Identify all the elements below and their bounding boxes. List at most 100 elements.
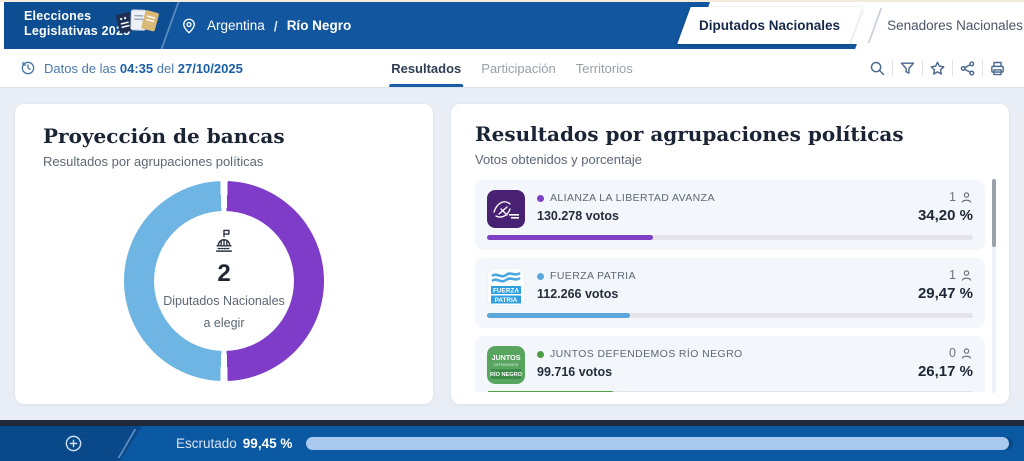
scrutiny-footer: Escrutado 99,45 % [0,426,1024,461]
party-logo-lla [487,190,525,228]
results-card-subtitle: Votos obtenidos y porcentaje [475,152,642,167]
party-seats-count: 0 [949,346,956,360]
person-icon [961,191,972,203]
party-results-list: ALIANZA LA LIBERTAD AVANZA 130.278 votos… [475,180,985,392]
seat-projection-card: Proyección de bancas Resultados por agru… [14,103,434,405]
filter-icon[interactable] [899,60,916,77]
tab-territorios-label: Territorios [575,60,633,76]
location-pin-icon [183,18,195,33]
logo-line2: Legislativas 2025 [24,24,131,39]
svg-text:JUNTOS: JUNTOS [491,353,520,362]
party-bar-fill [487,235,654,240]
party-bar-track [487,391,973,392]
toolbar-separator [922,60,923,76]
tab-diputados-label: Diputados Nacionales [699,18,841,33]
capitol-icon [215,229,233,252]
party-row-juntos-defendemos-rio-negro[interactable]: JUNTOS DEFENDEMOS RÍO NEGRO JUNTOS DEFENDE… [475,336,985,392]
sub-header: Datos de las 04:35 del 27/10/2025 Result… [0,49,1024,88]
toolbar [863,49,1012,87]
seat-card-title: Proyección de bancas [43,124,285,148]
main-content: Proyección de bancas Resultados por agru… [0,88,1024,420]
party-name: JUNTOS DEFENDEMOS RÍO NEGRO [550,348,743,360]
party-votes: 130.278 votos [537,209,619,223]
party-seats-count: 1 [949,268,956,282]
breadcrumb-country[interactable]: Argentina [207,18,265,33]
expand-circle-icon[interactable] [64,434,83,453]
party-row-alianza-la-libertad-avanza[interactable]: ALIANZA LA LIBERTAD AVANZA 130.278 votos… [475,180,985,250]
person-icon [961,269,972,281]
breadcrumb-separator: / [273,17,278,34]
footer-dark-strip [0,420,1024,426]
seats-label: Diputados Nacionales a elegir [163,290,285,335]
tab-diputados-nacionales[interactable]: Diputados Nacionales [677,7,863,44]
update-connector: del [156,60,175,76]
party-votes: 99.716 votos [537,365,613,379]
seat-card-subtitle: Resultados por agrupaciones políticas [43,154,264,169]
seats-total: 2 [217,259,231,287]
print-icon[interactable] [989,60,1006,77]
results-card-title: Resultados por agrupaciones políticas [475,122,904,146]
share-icon[interactable] [959,60,976,77]
party-row-fuerza-patria[interactable]: FUERZA PATRIA FUERZA PATRIA 112.266 votos… [475,258,985,328]
update-prefix: Datos de las [44,60,117,76]
party-name: ALIANZA LA LIBERTAD AVANZA [550,192,715,204]
tab-active-underline [389,84,464,87]
tab-senadores-nacionales[interactable]: Senadores Nacionales [887,18,1023,33]
update-date: 27/10/2025 [177,60,243,76]
seats-donut-chart[interactable]: 2 Diputados Nacionales a elegir [124,181,324,381]
tab-participacion[interactable]: Participación [481,49,555,87]
tab-territorios[interactable]: Territorios [576,49,633,87]
person-icon [961,347,972,359]
party-name: FUERZA PATRIA [550,270,636,282]
party-logo-fuerza-patria: FUERZA PATRIA [487,268,525,306]
party-bar-fill [487,391,615,392]
escrutado-percent: 99,45 % [242,436,293,451]
party-percent: 34,20 % [917,207,973,224]
party-seats: 0 [918,346,973,360]
party-color-dot [537,350,544,358]
tab-diputados-underline [683,44,857,49]
seats-label-line1: Diputados Nacionales [163,293,285,308]
toolbar-separator [892,60,893,76]
party-color-dot [537,272,544,280]
party-bar-track [487,313,973,318]
window-top-edge [0,0,1024,2]
logo-line1: Elecciones [24,9,92,23]
search-icon[interactable] [869,60,886,77]
party-seats-count: 1 [949,190,956,204]
tab-participacion-label: Participación [481,60,556,76]
svg-text:PATRIA: PATRIA [495,297,518,304]
tab-diagonal-separator [867,8,883,43]
escrutado-progress-fill [306,437,1010,450]
party-votes: 112.266 votos [537,287,619,301]
results-scrollbar[interactable] [992,179,996,393]
breadcrumb: Argentina / Río Negro [180,2,351,49]
svg-text:FUERZA: FUERZA [493,287,519,294]
ballot-cards-icon [116,9,159,34]
escrutado-label: Escrutado [176,436,237,451]
toolbar-separator [982,60,983,76]
seats-label-line2: a elegir [203,316,245,330]
data-update-info: Datos de las 04:35 del 27/10/2025 [20,49,243,87]
svg-text:RÍO NEGRO: RÍO NEGRO [490,370,523,378]
party-bar-fill [487,313,631,318]
party-color-dot [537,194,544,202]
site-logo[interactable]: Elecciones Legislativas 2025 [24,9,159,40]
party-seats: 1 [918,190,973,204]
escrutado-progress-track [306,437,1013,450]
tab-resultados[interactable]: Resultados [389,49,464,87]
star-icon[interactable] [929,60,946,77]
view-tabs: Resultados Participación Territorios [389,49,633,87]
main-header: Elecciones Legislativas 2025 Argentina /… [0,2,1024,49]
update-time: 04:35 [119,60,154,76]
results-scrollbar-thumb[interactable] [992,179,996,247]
clock-update-icon [21,61,35,75]
party-seats: 1 [918,268,973,282]
party-percent: 29,47 % [917,285,973,302]
toolbar-separator [952,60,953,76]
party-percent: 26,17 % [917,363,973,380]
svg-text:DEFENDEMOS: DEFENDEMOS [494,363,519,367]
tab-resultados-label: Resultados [391,60,462,76]
breadcrumb-region: Río Negro [286,18,352,33]
